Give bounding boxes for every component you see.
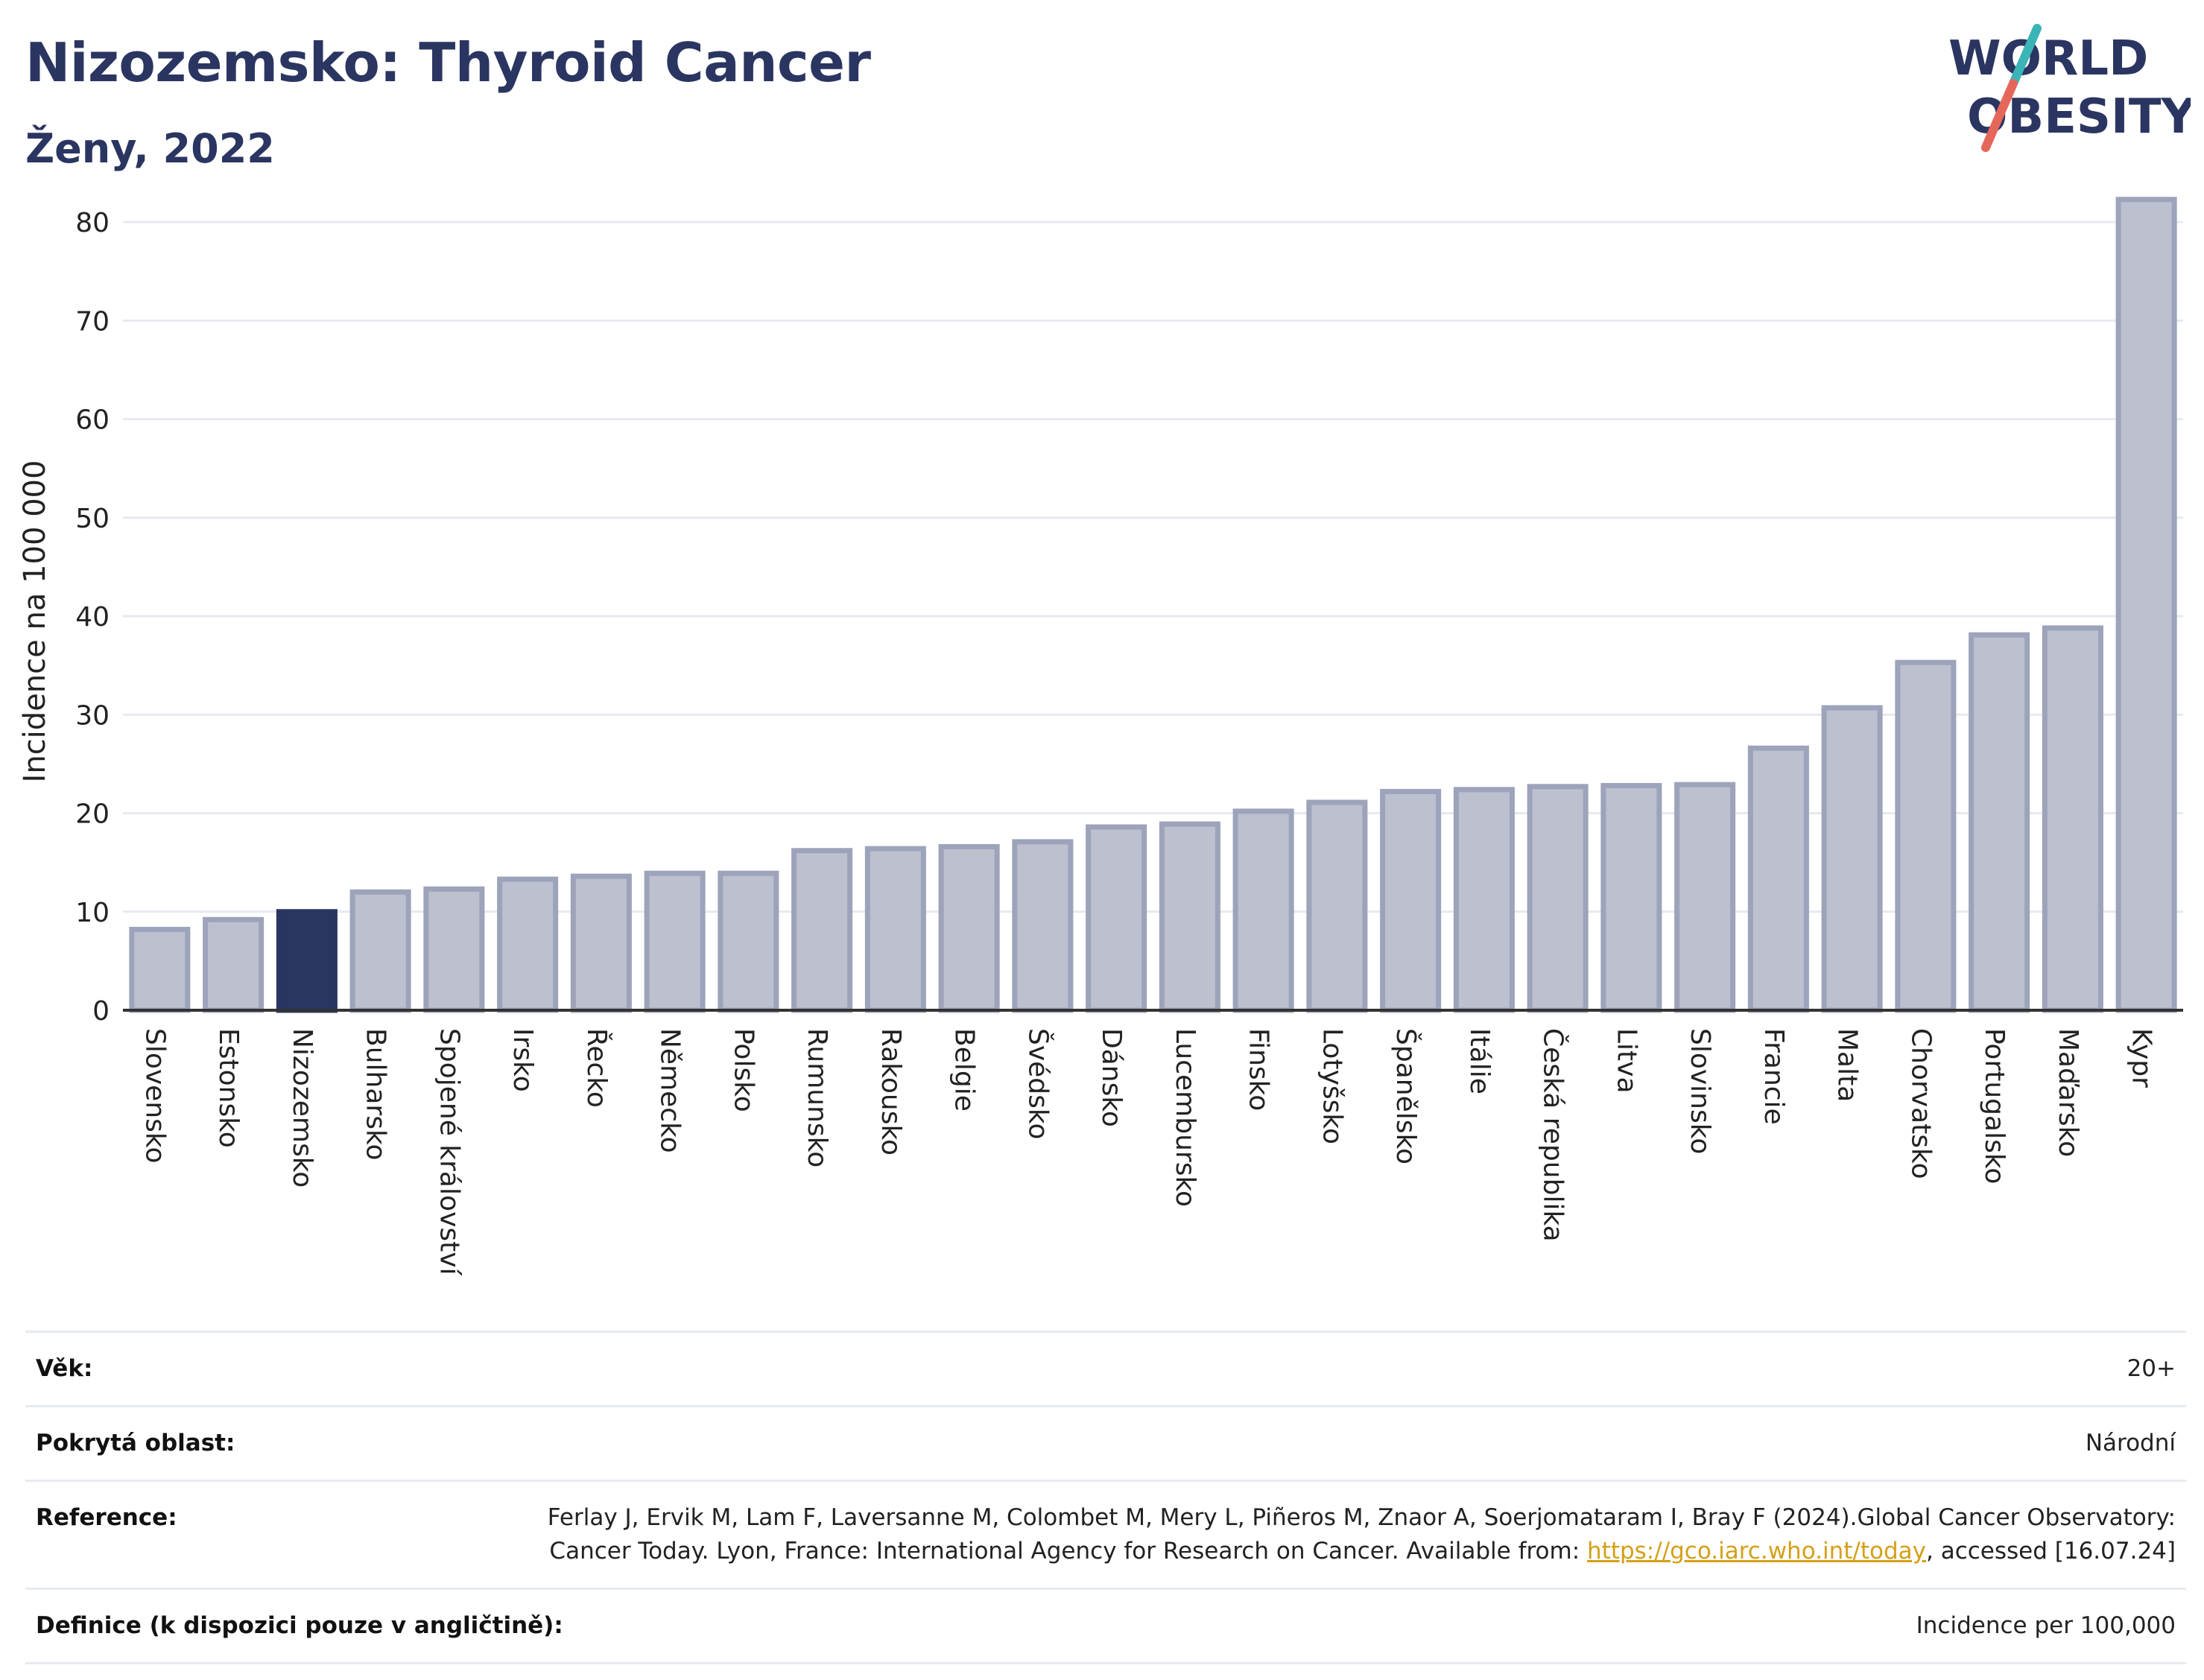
x-tick-label: Kypr	[2127, 1028, 2157, 1088]
info-label-reference: Reference:	[36, 1504, 177, 1531]
bar-dánsko[interactable]	[1086, 824, 1147, 1013]
bar-chart: 0 10 20 30 40 50 60 70 80 Slovensko Estonsko Nizoz…	[18, 197, 2183, 1276]
info-row-reference: Reference: Ferlay J, Ervik M, Lam F, Lav…	[25, 1480, 2186, 1588]
bar-polsko[interactable]	[718, 870, 779, 1013]
bar-estonsko[interactable]	[203, 916, 265, 1013]
x-tick-label: Portugalsko	[1979, 1028, 2010, 1184]
bar-finsko[interactable]	[1232, 808, 1294, 1013]
x-tick-label: Chorvatsko	[1905, 1028, 1936, 1179]
reference-suffix: , accessed [16.07.24]	[1925, 1538, 2176, 1565]
x-tick-label: Litva	[1611, 1028, 1641, 1094]
info-value-reference: Ferlay J, Ervik M, Lam F, Laversanne M, …	[536, 1501, 2176, 1568]
x-tick-label: Španělsko	[1390, 1028, 1422, 1164]
x-tick-label: Švédsko	[1022, 1028, 1054, 1140]
bar-nizozemsko[interactable]	[276, 909, 338, 1013]
info-value-coverage: Národní	[2085, 1430, 2176, 1456]
y-tick-label: 10	[75, 898, 110, 928]
bar-kypr[interactable]	[2115, 197, 2177, 1013]
y-tick-label: 0	[92, 996, 110, 1027]
bar-chorvatsko[interactable]	[1895, 659, 1957, 1013]
bar-španělsko[interactable]	[1380, 788, 1442, 1013]
bar-itálie[interactable]	[1453, 787, 1515, 1013]
x-tick-label: Česká republika	[1538, 1028, 1569, 1242]
bar-německo[interactable]	[644, 870, 706, 1013]
x-tick-label: Spojené království	[434, 1028, 464, 1276]
bar-řecko[interactable]	[570, 873, 632, 1013]
x-tick-label: Řecko	[581, 1028, 612, 1108]
x-tick-label: Maďarsko	[2053, 1028, 2083, 1157]
x-tick-label: Finsko	[1244, 1028, 1274, 1111]
bar-spojené-království[interactable]	[423, 886, 485, 1013]
y-axis-ticks: 0 10 20 30 40 50 60 70 80	[75, 208, 110, 1027]
bar-maďarsko[interactable]	[2042, 625, 2103, 1013]
info-label-coverage: Pokrytá oblast:	[36, 1430, 235, 1456]
bar-lucembursko[interactable]	[1159, 821, 1220, 1013]
bar-slovensko[interactable]	[129, 927, 191, 1013]
y-tick-label: 70	[75, 306, 110, 337]
info-table: Věk: 20+ Pokrytá oblast: Národní Referen…	[25, 1331, 2186, 1664]
x-tick-label: Belgie	[949, 1028, 980, 1112]
info-value-definition: Incidence per 100,000	[1916, 1612, 2176, 1639]
y-tick-label: 30	[75, 700, 110, 731]
info-row-definition: Definice (k dispozici pouze v angličtině…	[25, 1588, 2186, 1664]
y-tick-label: 50	[75, 504, 110, 534]
page-title: Nizozemsko: Thyroid Cancer	[25, 31, 871, 94]
bar-malta[interactable]	[1821, 705, 1883, 1013]
x-tick-label: Německo	[655, 1028, 685, 1153]
bar-lotyšsko[interactable]	[1306, 799, 1368, 1013]
bar-česká-republika[interactable]	[1527, 784, 1589, 1013]
logo-teal-stroke	[2009, 24, 2042, 88]
bar-bulharsko[interactable]	[349, 889, 411, 1013]
bar-slovinsko[interactable]	[1674, 782, 1736, 1013]
world-obesity-logo: WORLD OBESITY	[1948, 24, 2191, 152]
x-tick-label: Irsko	[507, 1028, 538, 1092]
x-tick-label: Polsko	[728, 1028, 759, 1112]
reference-link[interactable]: https://gco.iarc.who.int/today	[1587, 1538, 1926, 1565]
x-tick-label: Estonsko	[213, 1028, 244, 1148]
x-tick-label: Nizozemsko	[287, 1028, 317, 1188]
x-tick-label: Francie	[1758, 1028, 1789, 1125]
x-tick-label: Lotyšsko	[1317, 1028, 1347, 1144]
x-tick-label: Malta	[1832, 1028, 1863, 1102]
x-tick-label: Slovinsko	[1685, 1028, 1715, 1154]
y-axis-label: Incidence na 100 000	[18, 460, 52, 783]
bar-portugalsko[interactable]	[1969, 632, 2030, 1013]
info-row-age: Věk: 20+	[25, 1331, 2186, 1405]
page-subtitle: Ženy, 2022	[25, 125, 275, 172]
y-tick-label: 20	[75, 799, 110, 830]
bar-švédsko[interactable]	[1012, 839, 1074, 1013]
info-value-age: 20+	[2127, 1355, 2176, 1382]
x-tick-label: Bulharsko	[361, 1028, 391, 1161]
bar-belgie[interactable]	[938, 843, 1000, 1013]
bar-irsko[interactable]	[497, 876, 559, 1013]
x-tick-label: Slovensko	[139, 1028, 170, 1164]
logo-coral-stroke	[1981, 79, 2018, 152]
bar-rumunsko[interactable]	[791, 848, 853, 1013]
x-tick-label: Lucembursko	[1170, 1028, 1200, 1207]
info-label-definition: Definice (k dispozici pouze v angličtině…	[36, 1612, 563, 1639]
bars	[129, 197, 2177, 1013]
bar-litva[interactable]	[1600, 783, 1662, 1013]
bar-rakousko[interactable]	[864, 846, 926, 1013]
bar-francie[interactable]	[1747, 745, 1809, 1013]
reference-text: Ferlay J, Ervik M, Lam F, Laversanne M, …	[547, 1504, 2176, 1565]
x-tick-label: Itálie	[1464, 1028, 1495, 1094]
logo-line1: WORLD	[1948, 31, 2148, 86]
y-tick-label: 60	[75, 405, 110, 436]
x-tick-label: Rakousko	[875, 1028, 906, 1156]
x-tick-label: Dánsko	[1096, 1028, 1127, 1127]
x-axis-labels: Slovensko Estonsko Nizozemsko Bulharsko Spoj…	[139, 1028, 2156, 1276]
info-label-age: Věk:	[36, 1355, 93, 1382]
x-tick-label: Rumunsko	[802, 1028, 832, 1167]
info-row-coverage: Pokrytá oblast: Národní	[25, 1405, 2186, 1480]
y-tick-label: 80	[75, 208, 110, 238]
y-tick-label: 40	[75, 602, 110, 633]
